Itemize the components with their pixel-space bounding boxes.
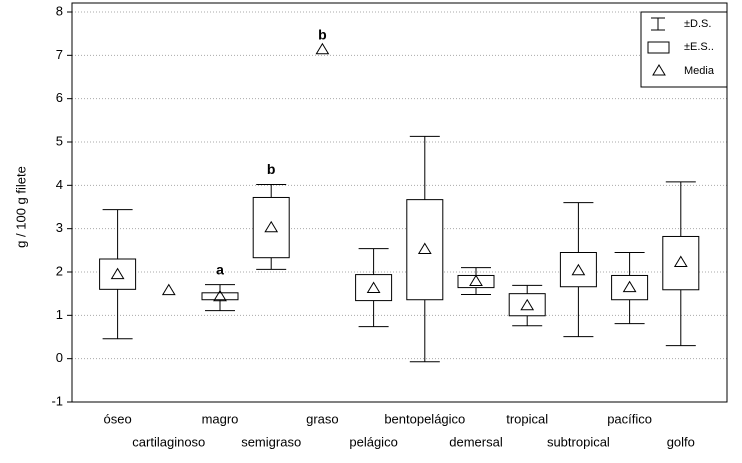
mean-marker [161,283,176,296]
x-tick-label: magro [202,411,239,426]
mean-marker [520,298,535,311]
group-letter: b [267,161,276,177]
se-box [559,252,597,288]
x-tick-label: pacífico [607,411,652,426]
x-tick-label: demersal [449,434,503,449]
y-tick-label: 4 [56,177,63,192]
se-box [508,293,546,317]
group-letter: b [318,26,327,42]
mean-marker [315,42,330,55]
legend-label: ±E.S.. [684,41,714,53]
mean-marker [264,220,279,233]
y-tick-label: 7 [56,47,63,62]
se-box [201,292,239,301]
y-tick-label: 0 [56,350,63,365]
mean-marker [417,242,432,254]
x-tick-label: cartilaginoso [132,434,205,449]
y-tick-label: 5 [56,133,63,148]
mean-marker [366,281,381,293]
plot-frame [71,2,728,403]
mean-marker [673,255,688,267]
se-box [406,199,444,301]
mean-marker [213,289,227,302]
mean-marker [469,274,483,287]
x-tick-label: semigraso [241,434,301,449]
y-axis-label: g / 100 g filete [13,166,28,248]
legend-label: ±D.S. [684,18,711,30]
se-box [355,274,393,302]
x-tick-label: pelágico [349,434,397,449]
y-tick-label: 6 [56,90,63,105]
mean-marker [622,280,637,293]
y-tick-label: 1 [56,307,63,322]
x-tick-label: golfo [667,434,695,449]
legend-label: Media [684,65,715,77]
se-box [99,258,137,290]
y-tick-label: -1 [51,393,63,408]
y-tick-label: 2 [56,263,63,278]
x-tick-label: tropical [506,411,548,426]
legend-se-icon [647,41,670,54]
x-tick-label: subtropical [547,434,610,449]
y-tick-label: 8 [56,3,63,18]
y-tick-label: 3 [56,220,63,235]
se-box [662,235,700,291]
mean-marker [110,267,125,280]
x-tick-label: óseo [103,411,131,426]
mean-marker [571,263,586,276]
x-tick-label: graso [306,411,339,426]
x-tick-label: bentopelágico [384,411,465,426]
se-box [252,196,290,259]
legend-mean-icon [652,64,666,76]
group-letter: a [216,261,224,277]
se-box [611,274,649,301]
